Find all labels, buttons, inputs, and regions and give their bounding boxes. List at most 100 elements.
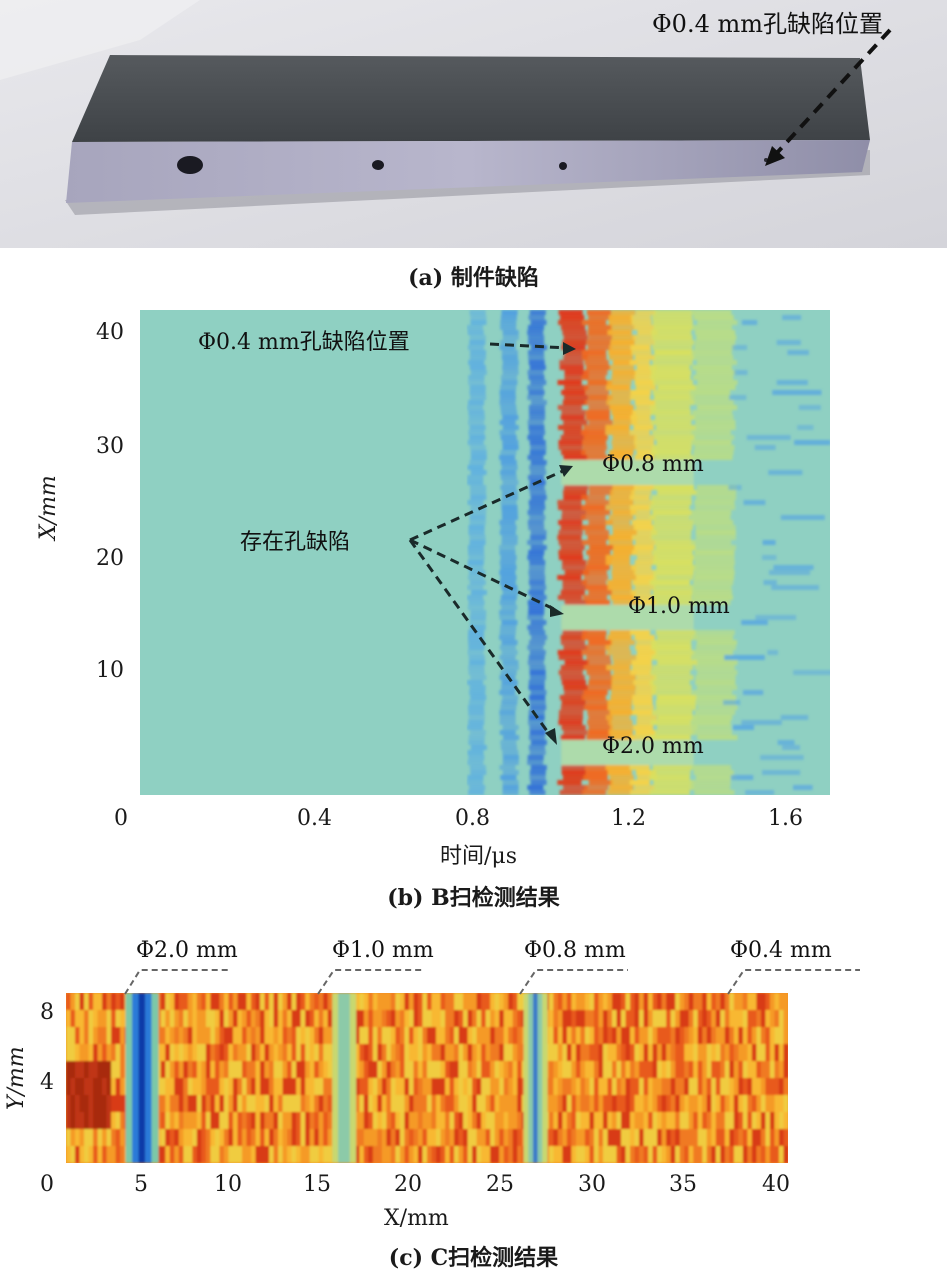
cscan-cell: [598, 1146, 604, 1163]
bscan-cell: [527, 475, 545, 480]
bscan-cell: [562, 565, 587, 570]
cscan-cell: [309, 1095, 315, 1112]
cscan-cell: [449, 1146, 455, 1163]
bscan-cell: [656, 440, 697, 445]
cscan-cell: [612, 1095, 618, 1112]
cscan-cell: [282, 993, 288, 1010]
bscan-cell: [776, 340, 801, 345]
cscan-cell: [720, 1129, 726, 1146]
cscan-cell: [621, 1078, 627, 1095]
bscan-cell: [502, 785, 519, 790]
bscan-cell: [636, 675, 657, 680]
cscan-cell: [693, 1112, 699, 1129]
cscan-cell: [733, 1078, 739, 1095]
bscan-cell: [468, 575, 485, 580]
bscan-cell: [469, 765, 486, 770]
bscan-cell: [636, 650, 657, 655]
bscan-cell: [528, 335, 545, 340]
cscan-cell: [738, 1061, 744, 1078]
cscan-cell: [571, 1112, 577, 1129]
bscan-cell: [729, 395, 747, 400]
cscan-cell: [584, 1044, 590, 1061]
cscan-cell: [751, 1078, 757, 1095]
bscan-cell: [581, 430, 606, 435]
cscan-cell: [246, 1044, 252, 1061]
b-xtick-16: 1.6: [768, 806, 803, 831]
cscan-cell: [399, 1044, 405, 1061]
bscan-cell: [500, 470, 517, 475]
bscan-cell: [637, 330, 658, 335]
bscan-cell: [530, 460, 547, 465]
cscan-cell: [84, 1095, 90, 1112]
cscan-cell: [79, 1044, 85, 1061]
bscan-cell: [613, 660, 638, 665]
cscan-cell: [269, 1061, 275, 1078]
cscan-cell: [566, 1112, 572, 1129]
cscan-cell: [630, 1129, 636, 1146]
cscan-cell: [566, 1044, 572, 1061]
cscan-cell: [192, 1129, 198, 1146]
cscan-cell: [70, 1010, 76, 1027]
bscan-cell: [630, 790, 651, 795]
cscan-cell: [269, 1095, 275, 1112]
cscan-cell: [309, 1010, 315, 1027]
cscan-cell: [706, 1129, 712, 1146]
cscan-cell: [557, 1061, 563, 1078]
cscan-cell: [490, 993, 496, 1010]
cscan-cell: [548, 1044, 554, 1061]
cscan-cell: [354, 1078, 360, 1095]
cscan-cell: [616, 1146, 622, 1163]
cscan-cell: [589, 1044, 595, 1061]
bscan-cell: [528, 315, 545, 320]
bscan-cell: [635, 405, 656, 410]
bscan-cell: [605, 765, 630, 770]
cscan-cell: [205, 1078, 211, 1095]
cscan-cell: [395, 993, 401, 1010]
cscan-cell: [111, 1027, 117, 1044]
bscan-cell: [652, 390, 693, 395]
cscan-cell: [720, 1095, 726, 1112]
bscan-cell: [607, 395, 632, 400]
bscan-cell: [656, 695, 697, 700]
cscan-cell: [494, 1112, 500, 1129]
bscan-cell: [608, 350, 633, 355]
cscan-cell: [300, 1010, 306, 1027]
cscan-cell: [783, 1061, 789, 1078]
bscan-cell: [691, 350, 732, 355]
bscan-cell: [559, 695, 584, 700]
cscan-cell: [589, 1061, 595, 1078]
cscan-cell: [593, 1061, 599, 1078]
bscan-cell: [558, 425, 583, 430]
cscan-cell: [715, 1027, 721, 1044]
bscan-cell: [561, 765, 586, 770]
cscan-cell: [296, 993, 302, 1010]
cscan-cell: [120, 1112, 126, 1129]
bscan-cell: [585, 415, 610, 420]
cscan-cell: [634, 1112, 640, 1129]
bscan-cell: [690, 725, 732, 730]
bscan-cell: [695, 675, 736, 680]
bscan-cell: [607, 790, 632, 795]
cscan-cell: [508, 993, 514, 1010]
cscan-cell: [602, 1044, 608, 1061]
bscan-cell: [656, 565, 697, 570]
bscan-cell: [584, 785, 609, 790]
cscan-cell: [404, 1146, 410, 1163]
cscan-cell: [571, 1095, 577, 1112]
bscan-cell: [631, 320, 652, 325]
cscan-cell: [192, 1010, 198, 1027]
bscan-cell: [612, 530, 637, 535]
cscan-cell: [156, 1010, 162, 1027]
bscan-cell: [528, 745, 545, 750]
cscan-cell: [210, 1146, 216, 1163]
bscan-cell: [697, 735, 738, 740]
cscan-cell: [472, 1044, 478, 1061]
cscan-cell: [237, 1146, 243, 1163]
cscan-cell: [688, 1010, 694, 1027]
cscan-cell: [693, 1146, 699, 1163]
cscan-cell: [372, 1044, 378, 1061]
bscan-cell: [771, 585, 819, 590]
cscan-cell: [756, 1061, 762, 1078]
cscan-cell: [282, 1146, 288, 1163]
cscan-cell: [251, 1095, 257, 1112]
